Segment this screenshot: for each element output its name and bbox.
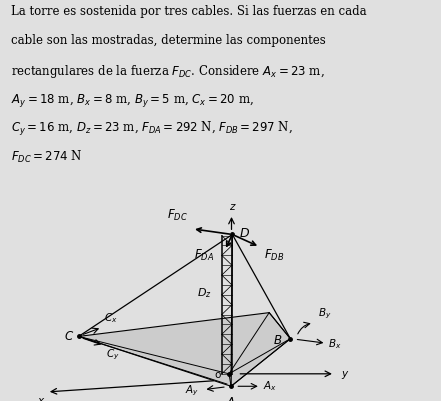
Text: o: o bbox=[214, 370, 220, 380]
Text: $F_{DB}$: $F_{DB}$ bbox=[264, 248, 284, 263]
Polygon shape bbox=[78, 313, 290, 386]
Text: B: B bbox=[274, 334, 282, 347]
Text: x: x bbox=[37, 397, 44, 401]
Text: $C_y = 16$ m, $D_z = 23$ m, $F_{DA} = 292$ N, $F_{DB} = 297$ N,: $C_y = 16$ m, $D_z = 23$ m, $F_{DA} = 29… bbox=[11, 120, 293, 138]
Text: $C_y$: $C_y$ bbox=[106, 348, 120, 362]
Text: $F_{DC} = 274$ N: $F_{DC} = 274$ N bbox=[11, 149, 82, 165]
Text: D: D bbox=[240, 227, 250, 240]
Text: rectangulares de la fuerza $F_{DC}$. Considere $A_x = 23$ m,: rectangulares de la fuerza $F_{DC}$. Con… bbox=[11, 63, 325, 80]
Text: A: A bbox=[227, 397, 235, 401]
Text: C: C bbox=[64, 330, 72, 343]
Text: $A_y$: $A_y$ bbox=[185, 384, 199, 398]
Text: $F_{DC}$: $F_{DC}$ bbox=[167, 208, 188, 223]
Text: cable son las mostradas, determine las componentes: cable son las mostradas, determine las c… bbox=[11, 34, 326, 47]
Text: $B_y$: $B_y$ bbox=[318, 306, 331, 320]
Text: $F_{DA}$: $F_{DA}$ bbox=[194, 248, 214, 263]
Text: $C_x$: $C_x$ bbox=[104, 311, 118, 325]
Text: La torre es sostenida por tres cables. Si las fuerzas en cada: La torre es sostenida por tres cables. S… bbox=[11, 5, 366, 18]
Text: $A_x$: $A_x$ bbox=[263, 379, 277, 393]
Text: $D_z$: $D_z$ bbox=[197, 286, 212, 300]
Text: $B_x$: $B_x$ bbox=[329, 337, 342, 350]
Text: $A_y = 18$ m, $B_x = 8$ m, $B_y = 5$ m, $C_x = 20$ m,: $A_y = 18$ m, $B_x = 8$ m, $B_y = 5$ m, … bbox=[11, 91, 254, 109]
Text: y: y bbox=[341, 369, 347, 379]
Text: z: z bbox=[229, 202, 234, 212]
